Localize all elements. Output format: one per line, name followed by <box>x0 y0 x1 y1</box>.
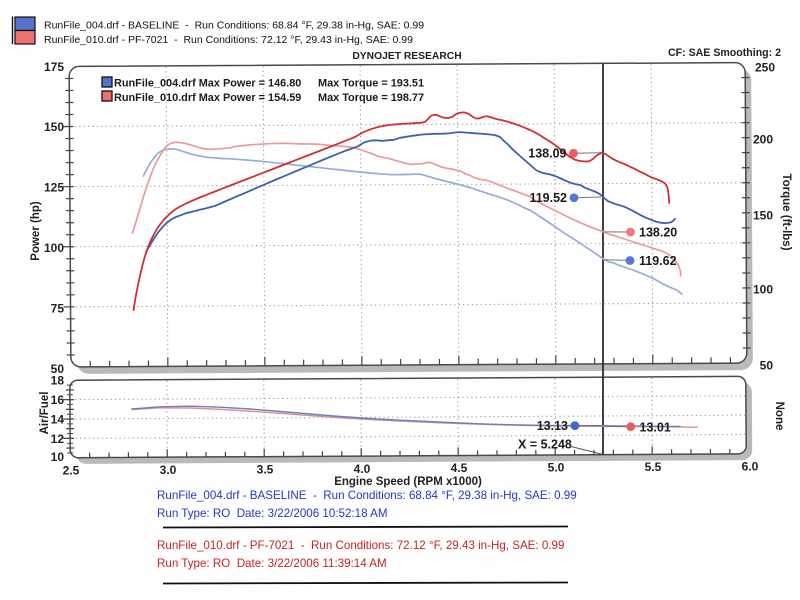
svg-text:2.5: 2.5 <box>63 464 80 478</box>
svg-text:16: 16 <box>51 393 65 407</box>
svg-text:Torque (ft-lbs): Torque (ft-lbs) <box>780 173 792 250</box>
svg-text:12: 12 <box>51 432 65 446</box>
svg-text:Air/Fuel: Air/Fuel <box>39 392 51 435</box>
svg-text:13.01: 13.01 <box>640 420 671 434</box>
svg-text:10: 10 <box>51 450 65 464</box>
svg-text:X = 5.248: X = 5.248 <box>518 438 572 452</box>
svg-text:119.62: 119.62 <box>639 254 677 268</box>
svg-text:200: 200 <box>753 132 773 146</box>
svg-text:14: 14 <box>51 413 65 427</box>
svg-text:Run Type: RO Date: 3/22/2006: Run Type: RO Date: 3/22/2006 11:39:14 AM <box>157 557 387 570</box>
svg-text:50: 50 <box>51 362 65 376</box>
svg-text:4.5: 4.5 <box>451 461 468 475</box>
svg-text:Max Torque = 193.51: Max Torque = 193.51 <box>318 78 424 90</box>
svg-text:RunFile_010.drf - PF-7021 -: RunFile_010.drf - PF-7021 - Run Conditio… <box>44 34 413 46</box>
svg-text:5.5: 5.5 <box>645 460 662 474</box>
svg-text:100: 100 <box>753 282 773 296</box>
svg-text:3.0: 3.0 <box>160 463 177 477</box>
svg-text:Run Type: RO Date: 3/22/2006: Run Type: RO Date: 3/22/2006 10:52:18 AM <box>157 507 388 520</box>
svg-text:100: 100 <box>44 241 64 255</box>
svg-text:138.09: 138.09 <box>528 147 566 161</box>
svg-text:DYNOJET RESEARCH: DYNOJET RESEARCH <box>352 51 461 62</box>
svg-text:RunFile_010.drf Max Power = 15: RunFile_010.drf Max Power = 154.59 <box>114 92 301 104</box>
svg-text:175: 175 <box>44 60 64 74</box>
svg-text:150: 150 <box>753 209 773 223</box>
svg-text:138.20: 138.20 <box>639 225 677 239</box>
svg-text:125: 125 <box>44 180 64 194</box>
svg-text:119.52: 119.52 <box>529 191 567 205</box>
svg-text:Power (hp): Power (hp) <box>30 201 42 261</box>
svg-text:None: None <box>773 402 785 431</box>
svg-text:Engine Speed (RPM x1000): Engine Speed (RPM x1000) <box>334 476 482 488</box>
svg-text:13.13: 13.13 <box>537 419 568 433</box>
svg-text:RunFile_004.drf - BASELINE -: RunFile_004.drf - BASELINE - Run Conditi… <box>44 20 424 32</box>
svg-text:4.0: 4.0 <box>354 462 371 476</box>
svg-text:5.0: 5.0 <box>548 461 565 475</box>
svg-text:RunFile_010.drf - PF-7021 -: RunFile_010.drf - PF-7021 - Run Conditio… <box>157 539 564 552</box>
svg-text:150: 150 <box>44 120 64 134</box>
svg-text:Max Torque = 198.77: Max Torque = 198.77 <box>318 92 424 104</box>
svg-text:3.5: 3.5 <box>257 462 274 476</box>
svg-text:RunFile_004.drf Max Power = 14: RunFile_004.drf Max Power = 146.80 <box>114 78 301 90</box>
svg-text:250: 250 <box>755 60 775 74</box>
svg-text:CF: SAE Smoothing: 2: CF: SAE Smoothing: 2 <box>668 47 781 59</box>
svg-text:50: 50 <box>760 359 774 373</box>
svg-text:18: 18 <box>51 373 65 387</box>
svg-text:75: 75 <box>51 301 65 315</box>
svg-text:6.0: 6.0 <box>742 460 759 474</box>
svg-text:RunFile_004.drf - BASELINE -: RunFile_004.drf - BASELINE - Run Conditi… <box>157 489 577 502</box>
